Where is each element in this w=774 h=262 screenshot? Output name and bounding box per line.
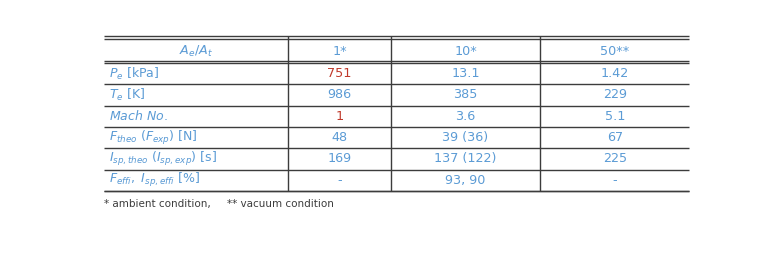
Text: $F_{theo}$ ($F_{exp}$) [N]: $F_{theo}$ ($F_{exp}$) [N] (108, 129, 197, 146)
Text: 1.42: 1.42 (601, 67, 629, 80)
Text: 137 (122): 137 (122) (434, 152, 497, 165)
Text: $\mathit{A_e/A_t}$: $\mathit{A_e/A_t}$ (179, 44, 213, 59)
Text: 10*: 10* (454, 45, 477, 58)
Text: $F_{effi},\ I_{sp,effi}$ [%]: $F_{effi},\ I_{sp,effi}$ [%] (108, 171, 200, 189)
Text: 48: 48 (331, 131, 348, 144)
Text: 385: 385 (454, 89, 478, 101)
Text: -: - (612, 174, 617, 187)
Text: 229: 229 (603, 89, 627, 101)
Text: * ambient condition,     ** vacuum condition: * ambient condition, ** vacuum condition (104, 199, 334, 209)
Text: 1*: 1* (332, 45, 347, 58)
Text: $P_e$ [kPa]: $P_e$ [kPa] (108, 66, 159, 82)
Text: $\mathit{Mach\ No.}$: $\mathit{Mach\ No.}$ (108, 109, 168, 123)
Text: 67: 67 (607, 131, 623, 144)
Text: 1: 1 (336, 110, 344, 123)
Text: 751: 751 (327, 67, 351, 80)
Text: -: - (337, 174, 342, 187)
Text: 93, 90: 93, 90 (445, 174, 485, 187)
Text: 39 (36): 39 (36) (443, 131, 488, 144)
Text: 5.1: 5.1 (604, 110, 625, 123)
Text: 13.1: 13.1 (451, 67, 480, 80)
Text: 986: 986 (327, 89, 351, 101)
Text: $T_e$ [K]: $T_e$ [K] (108, 87, 145, 103)
Text: 169: 169 (327, 152, 351, 165)
Text: 50**: 50** (600, 45, 629, 58)
Text: 225: 225 (603, 152, 627, 165)
Text: 3.6: 3.6 (455, 110, 475, 123)
Text: $I_{sp,theo}$ ($I_{sp,exp}$) [s]: $I_{sp,theo}$ ($I_{sp,exp}$) [s] (108, 150, 217, 168)
